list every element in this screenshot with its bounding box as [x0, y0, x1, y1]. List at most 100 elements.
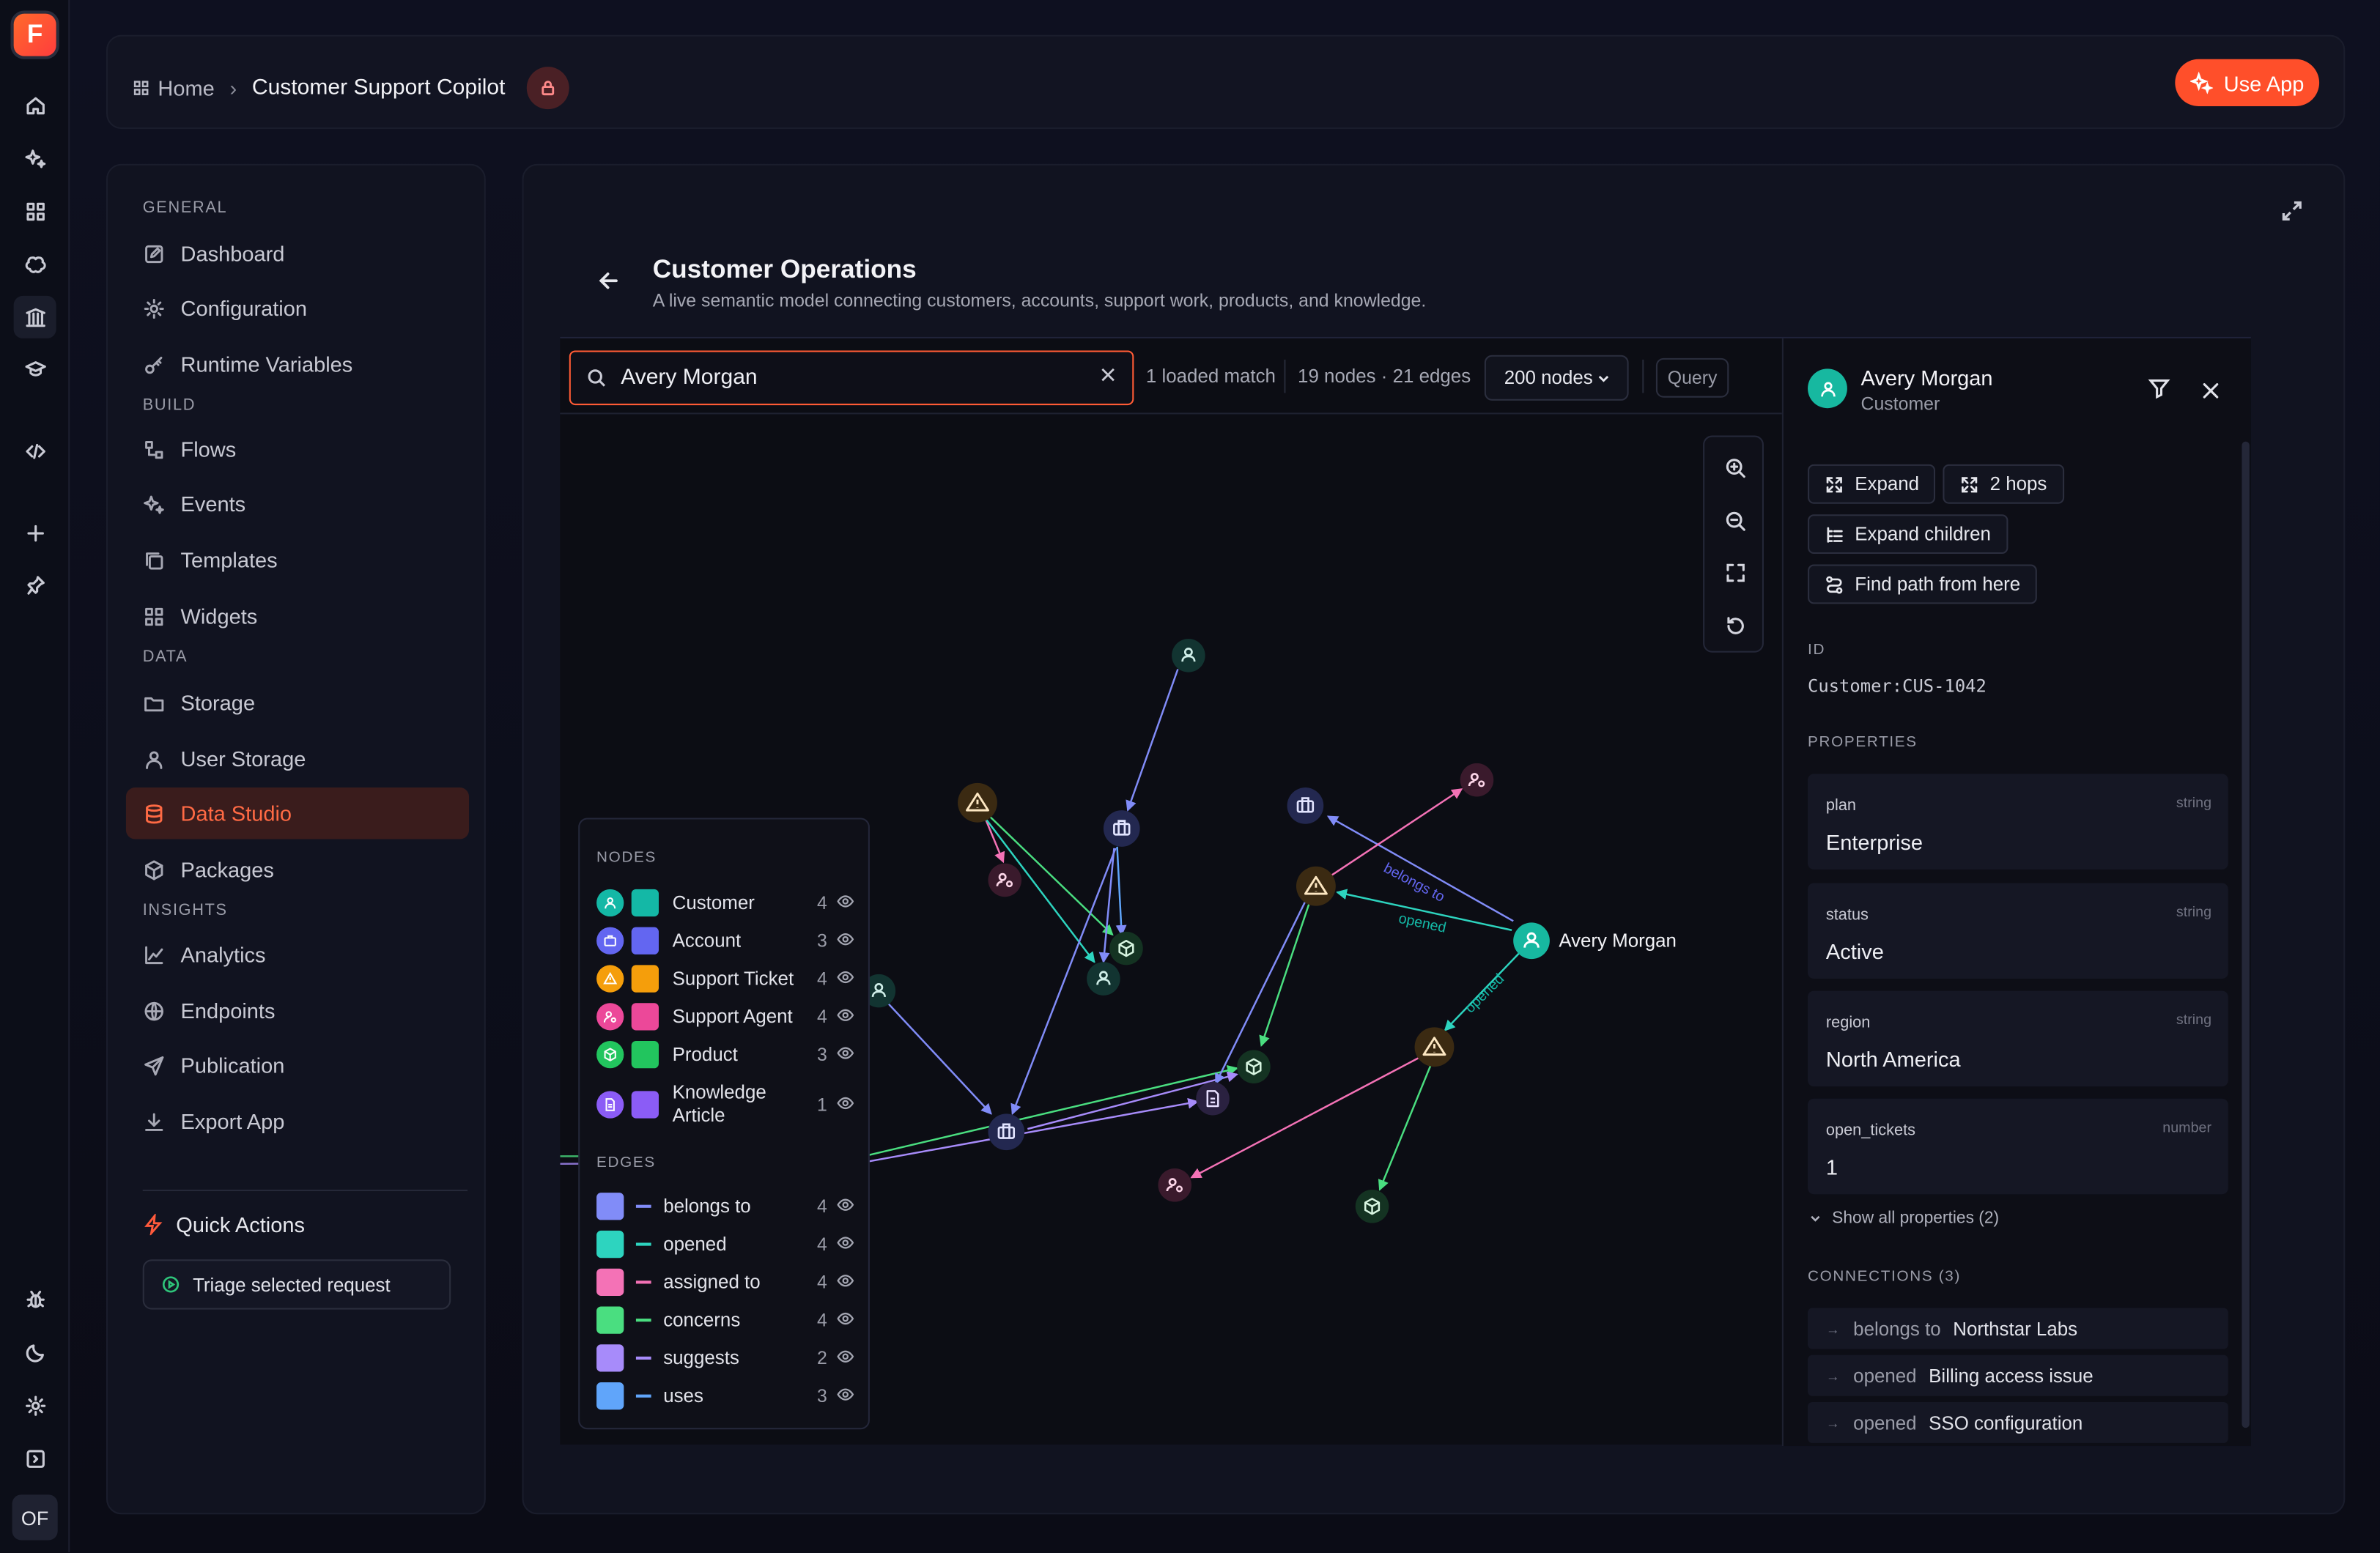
sidebar-item-export-app[interactable]: Export App	[126, 1096, 469, 1147]
gear-icon[interactable]	[14, 1384, 56, 1426]
sidebar-toggle-icon[interactable]	[14, 1437, 56, 1480]
edge-belongs-to[interactable]	[1010, 848, 1117, 1116]
legend-edge-opened[interactable]: opened 4	[596, 1229, 854, 1259]
graph-canvas[interactable]: belongs to opened opened	[560, 416, 1781, 1446]
edge-opened[interactable]	[1444, 952, 1520, 1031]
legend-node-product[interactable]: Product 3	[596, 1039, 854, 1070]
eye-icon[interactable]	[836, 1195, 854, 1217]
legend-edge-belongs-to[interactable]: belongs to 4	[596, 1191, 854, 1221]
code-icon[interactable]	[14, 429, 56, 472]
sparkles-icon[interactable]	[14, 136, 56, 179]
node-product[interactable]	[1237, 1050, 1271, 1083]
legend-node-knowledge-article[interactable]: Knowledge Article 1	[596, 1078, 854, 1133]
eye-icon[interactable]	[836, 1005, 854, 1028]
node-customer[interactable]	[1172, 639, 1205, 672]
sidebar-item-storage[interactable]: Storage	[126, 677, 469, 728]
show-all-properties[interactable]: Show all properties (2)	[1808, 1209, 1999, 1228]
eye-icon[interactable]	[836, 930, 854, 952]
edge-uses[interactable]	[1115, 846, 1127, 936]
eye-icon[interactable]	[836, 1043, 854, 1066]
eye-icon[interactable]	[836, 968, 854, 990]
sidebar-item-runtime-variables[interactable]: Runtime Variables	[126, 338, 469, 390]
lock-icon[interactable]	[526, 67, 569, 110]
pin-icon[interactable]	[14, 563, 56, 605]
eye-icon[interactable]	[836, 1385, 854, 1407]
edge-belongs-to[interactable]	[1326, 815, 1514, 922]
search-input[interactable]	[621, 366, 1086, 390]
plus-icon[interactable]	[14, 511, 56, 554]
app-logo[interactable]: F	[13, 13, 56, 56]
sidebar-item-dashboard[interactable]: Dashboard	[126, 228, 469, 279]
node-customer-selected[interactable]	[1513, 922, 1550, 960]
node-support-ticket[interactable]	[958, 782, 997, 823]
node-account[interactable]	[1287, 787, 1324, 824]
edge-concerns[interactable]	[987, 814, 1114, 936]
connection-item[interactable]: → opened Billing access issue	[1808, 1354, 2228, 1396]
connection-item[interactable]: → belongs to Northstar Labs	[1808, 1308, 2228, 1349]
edge-suggests[interactable]	[863, 1097, 1200, 1163]
edge-assigned-to[interactable]	[1190, 1056, 1420, 1179]
node-limit-select[interactable]: 200 nodes	[1484, 355, 1629, 401]
edge-belongs-to[interactable]	[884, 999, 992, 1115]
library-icon[interactable]	[13, 295, 56, 338]
find-path-button[interactable]: Find path from here	[1808, 564, 2038, 604]
use-app-button[interactable]: Use App	[2175, 59, 2320, 106]
bug-icon[interactable]	[14, 1278, 56, 1320]
zoom-in-icon[interactable]	[1720, 452, 1750, 482]
back-arrow-icon[interactable]	[596, 269, 624, 296]
eye-icon[interactable]	[836, 1271, 854, 1294]
edge-assigned-to[interactable]	[984, 818, 1005, 864]
sidebar-item-events[interactable]: Events	[126, 478, 469, 529]
clear-icon[interactable]	[1099, 364, 1117, 391]
edge-opened[interactable]	[984, 817, 1095, 963]
node-account[interactable]	[988, 1113, 1025, 1151]
sidebar-item-configuration[interactable]: Configuration	[126, 282, 469, 333]
node-support-agent[interactable]	[1158, 1168, 1192, 1202]
sidebar-item-packages[interactable]: Packages	[126, 844, 469, 895]
expand-button[interactable]: Expand	[1808, 464, 1936, 504]
node-product[interactable]	[1355, 1189, 1389, 1223]
node-support-ticket[interactable]	[1414, 1027, 1455, 1067]
edge-concerns[interactable]	[1378, 1063, 1433, 1191]
edge-belongs-to[interactable]	[1098, 848, 1115, 964]
home-icon[interactable]	[14, 84, 56, 126]
brain-icon[interactable]	[14, 242, 56, 285]
sidebar-item-data-studio[interactable]: Data Studio	[125, 787, 470, 839]
node-support-agent[interactable]	[1460, 763, 1494, 797]
filter-icon[interactable]	[2148, 377, 2170, 407]
hops-button[interactable]: 2 hops	[1943, 464, 2064, 504]
node-customer[interactable]	[862, 974, 896, 1008]
sidebar-item-publication[interactable]: Publication	[126, 1039, 469, 1091]
node-customer[interactable]	[1087, 962, 1120, 996]
edge-concerns[interactable]	[1259, 901, 1311, 1047]
triage-request-button[interactable]: Triage selected request	[142, 1259, 451, 1310]
eye-icon[interactable]	[836, 1309, 854, 1332]
edge-uses[interactable]	[1126, 669, 1179, 812]
close-icon[interactable]	[2199, 379, 2222, 409]
sidebar-item-widgets[interactable]: Widgets	[126, 590, 469, 642]
sidebar-item-templates[interactable]: Templates	[126, 534, 469, 585]
graduation-cap-icon[interactable]	[14, 347, 56, 390]
eye-icon[interactable]	[836, 1233, 854, 1256]
node-support-ticket[interactable]	[1296, 866, 1336, 906]
node-knowledge-article[interactable]	[1196, 1081, 1230, 1116]
expand-children-button[interactable]: Expand children	[1808, 514, 2008, 555]
edge-suggests[interactable]	[1027, 1071, 1238, 1130]
edge-assigned-to[interactable]	[1330, 788, 1463, 877]
moon-icon[interactable]	[14, 1331, 56, 1374]
legend-node-support-agent[interactable]: Support Agent 4	[596, 1001, 854, 1031]
fullscreen-icon[interactable]	[2280, 199, 2310, 229]
edge-concerns[interactable]	[863, 1065, 1239, 1157]
legend-edge-concerns[interactable]: concerns 4	[596, 1305, 854, 1335]
eye-icon[interactable]	[836, 1346, 854, 1369]
grid-icon[interactable]	[14, 190, 56, 232]
sidebar-item-analytics[interactable]: Analytics	[126, 929, 469, 980]
eye-icon[interactable]	[836, 1093, 854, 1116]
edge-opened[interactable]	[1336, 889, 1512, 931]
user-avatar[interactable]: OF	[12, 1494, 58, 1541]
sidebar-item-flows[interactable]: Flows	[126, 423, 469, 475]
node-product[interactable]	[1109, 931, 1143, 965]
node-support-agent[interactable]	[988, 863, 1022, 897]
edge-belongs-to[interactable]	[1215, 900, 1307, 1085]
zoom-out-icon[interactable]	[1720, 505, 1750, 535]
